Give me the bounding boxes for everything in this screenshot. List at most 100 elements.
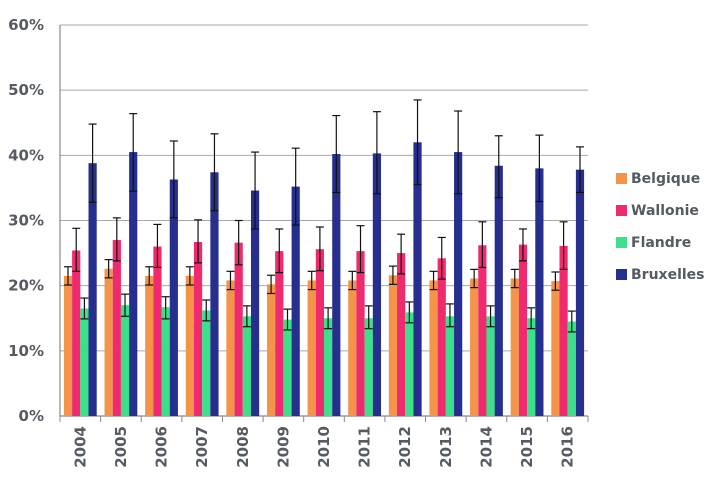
error-bar-bruxelles-2005 [129, 113, 138, 192]
legend-label: Belgique [631, 171, 700, 187]
bar-bruxelles-2007 [210, 172, 219, 416]
error-bar-wallonie-2011 [356, 225, 365, 274]
error-bar-bruxelles-2007 [210, 133, 219, 212]
error-bar-bruxelles-2011 [372, 111, 381, 195]
error-bar-belgique-2013 [429, 270, 438, 291]
error-bar-belgique-2010 [307, 270, 316, 291]
error-bar-belgique-2007 [185, 266, 194, 286]
bar-belgique-2004 [63, 275, 73, 416]
bar-belgique-2010 [307, 280, 316, 416]
bar-flandre-2006 [161, 307, 170, 416]
bar-belgique-2007 [185, 275, 194, 416]
bar-bruxelles-2013 [454, 152, 463, 416]
error-bar-wallonie-2007 [194, 219, 203, 264]
bar-belgique-2012 [388, 275, 398, 416]
bar-wallonie-2015 [518, 244, 528, 416]
x-tick-label: 2011 [356, 426, 374, 468]
bar-wallonie-2014 [478, 245, 487, 416]
error-bar-bruxelles-2015 [535, 134, 544, 203]
bar-flandre-2005 [120, 305, 130, 416]
error-bar-flandre-2015 [527, 307, 536, 330]
x-tick-labels: 2004 2005 2006 2007 2008 2009 2010 2011 2012 2013… [71, 426, 576, 468]
legend-swatch [616, 173, 627, 184]
bar-flandre-2011 [364, 318, 373, 416]
error-bar-belgique-2005 [104, 259, 113, 279]
error-bar-flandre-2007 [202, 299, 211, 322]
error-bar-wallonie-2005 [112, 217, 121, 262]
error-bar-belgique-2012 [388, 265, 397, 285]
x-tick-label: 2010 [315, 426, 333, 468]
legend-label: Flandre [631, 235, 691, 251]
x-tick-label: 2013 [437, 426, 455, 468]
y-tick-label: 40% [8, 146, 44, 164]
bar-belgique-2014 [470, 278, 479, 416]
bar-wallonie-2005 [112, 240, 121, 416]
error-bars [64, 99, 584, 333]
bar-wallonie-2016 [559, 245, 568, 416]
bar-wallonie-2007 [193, 242, 203, 416]
error-bar-flandre-2011 [364, 305, 373, 330]
error-bar-belgique-2011 [348, 270, 357, 291]
bar-belgique-2011 [348, 280, 357, 416]
bar-flandre-2008 [242, 316, 251, 416]
bar-flandre-2007 [202, 310, 211, 416]
bar-bruxelles-2004 [88, 163, 97, 416]
bar-flandre-2015 [527, 318, 536, 416]
bar-bruxelles-2006 [169, 179, 178, 416]
bar-flandre-2004 [80, 308, 89, 416]
error-bar-wallonie-2012 [397, 233, 406, 275]
legend-swatch [616, 237, 627, 248]
bar-wallonie-2008 [234, 242, 243, 416]
bar-wallonie-2012 [397, 253, 406, 416]
error-bar-wallonie-2013 [437, 236, 446, 280]
y-tick-label: 10% [8, 342, 44, 360]
bar-wallonie-2011 [356, 251, 365, 416]
y-tick-labels: 0% 10% 20% 30% 40% 50% 60% [8, 16, 44, 425]
bar-bruxelles-2005 [129, 152, 138, 416]
x-tick-label: 2014 [477, 426, 495, 468]
error-bar-wallonie-2009 [275, 228, 284, 274]
error-bar-wallonie-2016 [559, 221, 568, 270]
bar-bruxelles-2016 [575, 169, 585, 416]
error-bar-bruxelles-2008 [251, 151, 260, 230]
bar-bruxelles-2008 [250, 190, 260, 416]
error-bar-flandre-2013 [445, 303, 454, 328]
legend-swatch [616, 269, 627, 280]
error-bar-flandre-2010 [324, 307, 333, 330]
bar-flandre-2013 [445, 316, 455, 416]
bar-flandre-2014 [486, 316, 495, 416]
x-tick-label: 2006 [153, 426, 171, 468]
error-bar-wallonie-2014 [478, 221, 487, 269]
x-tick-label: 2012 [396, 426, 414, 468]
legend-label: Wallonie [631, 203, 699, 219]
bars [63, 142, 585, 417]
error-bar-flandre-2014 [486, 305, 495, 328]
legend-item-wallonie: Wallonie [616, 203, 699, 219]
error-bar-bruxelles-2014 [494, 135, 503, 199]
error-bar-flandre-2016 [567, 310, 576, 333]
error-bar-flandre-2004 [80, 297, 89, 320]
error-bar-belgique-2008 [226, 270, 235, 291]
error-bar-belgique-2015 [510, 268, 519, 289]
legend-item-belgique: Belgique [616, 171, 700, 187]
bar-bruxelles-2012 [413, 142, 422, 417]
bar-wallonie-2013 [437, 258, 446, 416]
bar-flandre-2012 [405, 312, 414, 416]
y-tick-label: 20% [8, 277, 44, 295]
error-bar-wallonie-2010 [315, 226, 324, 272]
legend-label: Bruxelles [631, 267, 705, 283]
error-bar-bruxelles-2013 [454, 110, 463, 195]
x-tick-label: 2016 [559, 426, 577, 468]
bar-belgique-2009 [266, 284, 276, 416]
error-bar-belgique-2014 [470, 268, 479, 289]
error-bar-flandre-2012 [405, 301, 414, 324]
error-bar-bruxelles-2009 [291, 147, 300, 226]
y-tick-label: 50% [8, 81, 44, 99]
bar-belgique-2006 [145, 275, 154, 416]
error-bar-flandre-2009 [283, 308, 292, 331]
bar-bruxelles-2014 [494, 165, 503, 416]
bar-belgique-2015 [510, 278, 519, 416]
y-tick-label: 60% [8, 16, 44, 34]
